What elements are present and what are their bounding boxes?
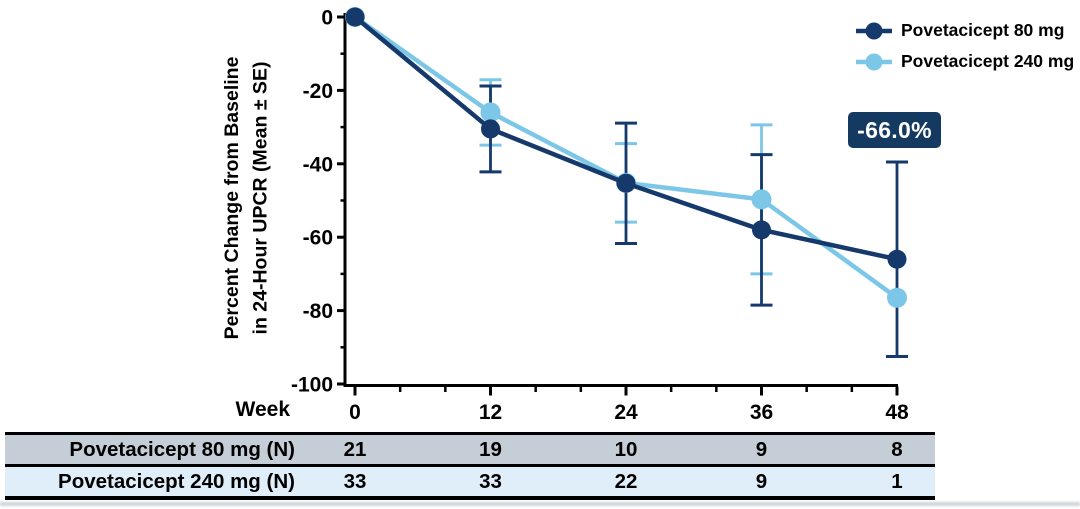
bottom-edge-line — [0, 502, 1080, 506]
legend-label: Povetacicept 240 mg — [901, 51, 1075, 71]
table-row: Povetacicept 240 mg (N) 33 33 22 9 1 — [5, 464, 935, 496]
data-point — [481, 119, 500, 139]
legend-item: Povetacicept 240 mg — [854, 48, 1074, 75]
table-cell: 8 — [891, 438, 903, 461]
data-point — [480, 102, 501, 123]
data-point — [887, 249, 907, 269]
x-axis-title: Week — [235, 398, 290, 421]
data-point — [616, 173, 636, 193]
data-point — [751, 189, 772, 210]
x-tick-label: 24 — [614, 401, 638, 424]
table-row-label: Povetacicept 240 mg (N) — [58, 470, 295, 493]
x-tick-label: 36 — [750, 401, 773, 424]
x-tick-label: 12 — [479, 401, 502, 424]
y-tick-label: -100 — [291, 374, 333, 397]
annotation-badge: -66.0% — [848, 112, 941, 148]
data-point — [752, 220, 771, 240]
legend-label: Povetacicept 80 mg — [901, 20, 1065, 40]
table-cell: 9 — [755, 470, 768, 493]
table-cell: 33 — [479, 470, 502, 493]
data-point — [887, 287, 907, 308]
table-row: Povetacicept 80 mg (N) 21 19 10 9 8 — [5, 435, 935, 464]
y-tick-label: -20 — [303, 80, 333, 103]
table-cell: 9 — [755, 438, 768, 461]
legend: Povetacicept 80 mg Povetacicept 240 mg — [854, 17, 1074, 75]
table-row-label: Povetacicept 80 mg (N) — [69, 438, 295, 461]
table-cell: 10 — [614, 438, 638, 461]
y-axis-title-line2: in 24-Hour UPCR (Mean ± SE) — [250, 62, 272, 335]
series-marker-icon — [856, 22, 892, 39]
data-point — [345, 7, 365, 27]
table-cell: 1 — [891, 470, 903, 493]
table-cell: 22 — [614, 470, 638, 493]
table-cell: 33 — [343, 470, 367, 493]
y-tick-label: -60 — [303, 227, 333, 250]
y-axis-title-line1: Percent Change from Baseline — [221, 56, 243, 339]
series-marker-icon — [856, 53, 892, 70]
x-tick-label: 48 — [885, 401, 909, 424]
n-per-week-table: Povetacicept 80 mg (N) 21 19 10 9 8 Povetacice… — [5, 432, 935, 500]
legend-item: Povetacicept 80 mg — [854, 17, 1074, 44]
y-tick-label: -40 — [303, 153, 333, 176]
y-tick-label: -80 — [303, 300, 333, 323]
table-cell: 19 — [479, 438, 502, 461]
x-tick-label: 0 — [349, 401, 361, 424]
table-cell: 21 — [343, 438, 367, 461]
y-tick-label: 0 — [321, 7, 333, 30]
plot-area: 0 -20 -40 -60 -80 -100 0 12 24 36 48 Percent Change… — [221, 7, 909, 425]
